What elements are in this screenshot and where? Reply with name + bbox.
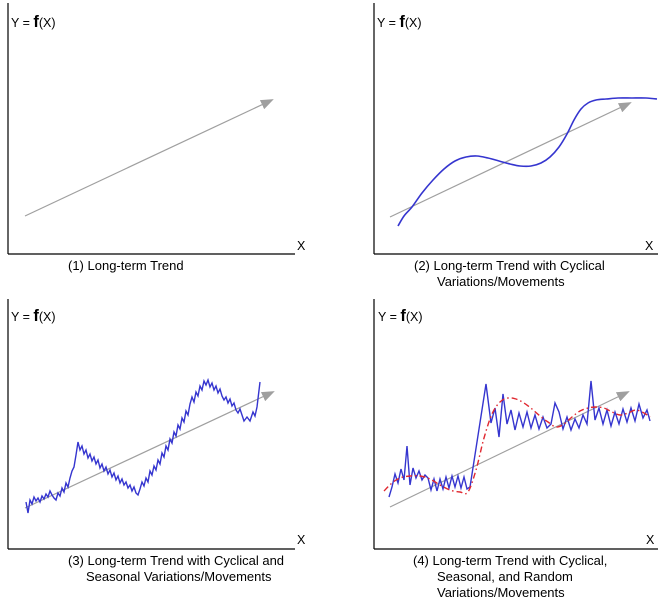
trend-line xyxy=(389,391,630,508)
panel-4: Y = f(X) X (4) Long-term Trend with Cyclic… xyxy=(330,295,661,599)
cyclical-component-smoothed-curve xyxy=(383,397,651,495)
panel-2-caption: (2) Long-term Trend with Cyclical Variati… xyxy=(330,258,661,290)
panel-3: Y = f(X) X (3) Long-term Trend with Cyclic… xyxy=(0,295,330,599)
caption-line: (2) Long-term Trend with Cyclical xyxy=(414,258,605,273)
y-axis-label: Y = f(X) xyxy=(11,13,56,31)
trend-line xyxy=(389,102,632,218)
caption-line: Seasonal Variations/Movements xyxy=(86,569,272,584)
panel-3-caption: (3) Long-term Trend with Cyclical and Sea… xyxy=(0,553,330,585)
caption-line: (4) Long-term Trend with Cyclical, xyxy=(413,553,608,568)
x-axis-label: X xyxy=(646,533,655,547)
trend-line xyxy=(24,391,275,509)
y-axis-label: Y = f(X) xyxy=(377,13,422,31)
x-axis-label: X xyxy=(645,239,654,253)
panel-1-caption: (1) Long-term Trend xyxy=(0,258,330,274)
x-axis-label: X xyxy=(297,239,306,253)
caption-line: Variations/Movements xyxy=(437,585,565,599)
caption-line: (3) Long-term Trend with Cyclical and xyxy=(68,553,285,568)
panel-1-plot: Y = f(X) X xyxy=(7,3,306,255)
panel-4-plot: Y = f(X) X xyxy=(373,299,658,550)
caption-line: Seasonal, and Random xyxy=(437,569,573,584)
trend-line xyxy=(24,99,274,217)
y-axis-label: Y = f(X) xyxy=(378,307,423,325)
trend-with-cyclical-seasonal-variation-curve xyxy=(25,377,261,514)
trend-with-cyclical-variation-curve xyxy=(397,97,658,227)
caption-line: (1) Long-term Trend xyxy=(68,258,184,273)
panel-4-caption: (4) Long-term Trend with Cyclical, Season… xyxy=(330,553,661,599)
y-axis-label: Y = f(X) xyxy=(11,307,56,325)
panel-3-plot: Y = f(X) X xyxy=(7,299,306,550)
panel-1: Y = f(X) X (1) Long-term Trend xyxy=(0,0,330,295)
caption-line: Variations/Movements xyxy=(437,274,565,289)
panel-2: Y = f(X) X (2) Long-term Trend with Cyclic… xyxy=(330,0,661,295)
x-axis-label: X xyxy=(297,533,306,547)
trend-with-cyclical-seasonal-random-variation-curve xyxy=(388,380,651,498)
panel-2-plot: Y = f(X) X xyxy=(373,3,658,255)
